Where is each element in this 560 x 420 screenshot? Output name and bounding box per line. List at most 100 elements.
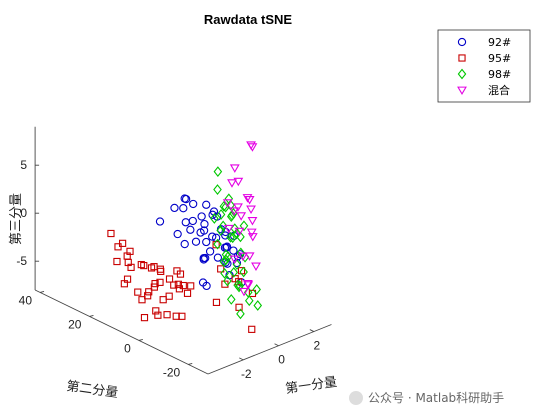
z-axis-label: 第三分量 bbox=[9, 193, 24, 245]
data-point bbox=[181, 194, 191, 204]
data-point bbox=[140, 261, 148, 270]
data-point bbox=[208, 232, 217, 241]
z-tick-label: -5 bbox=[16, 254, 27, 268]
data-point bbox=[212, 298, 221, 306]
data-point bbox=[213, 184, 222, 195]
data-point bbox=[248, 289, 257, 298]
data-point bbox=[152, 307, 160, 315]
data-point bbox=[229, 246, 238, 255]
data-point bbox=[107, 229, 115, 238]
legend-label: 98# bbox=[488, 68, 511, 81]
data-point bbox=[173, 229, 182, 239]
data-point bbox=[220, 267, 229, 279]
data-point bbox=[150, 263, 158, 271]
data-point bbox=[196, 228, 205, 237]
data-point bbox=[253, 300, 263, 311]
x-tick-mark bbox=[239, 357, 244, 361]
legend-label: 92# bbox=[488, 36, 511, 49]
legend-marker bbox=[457, 86, 467, 96]
y-tick-mark bbox=[138, 338, 143, 341]
data-point bbox=[228, 232, 237, 244]
data-point bbox=[157, 267, 165, 276]
data-point bbox=[242, 280, 253, 289]
data-point bbox=[217, 265, 225, 273]
data-point bbox=[246, 141, 256, 150]
data-point bbox=[251, 262, 261, 271]
data-point bbox=[244, 195, 255, 205]
data-point bbox=[244, 252, 255, 261]
data-point bbox=[138, 296, 146, 304]
data-point bbox=[189, 199, 198, 209]
data-point bbox=[187, 282, 195, 290]
legend-marker bbox=[457, 37, 467, 47]
legend-marker bbox=[458, 54, 466, 62]
data-point bbox=[222, 199, 233, 208]
data-point bbox=[244, 295, 254, 307]
data-point bbox=[165, 275, 174, 283]
data-point bbox=[213, 238, 222, 250]
data-point bbox=[216, 225, 225, 236]
y-tick-label: -20 bbox=[163, 365, 181, 379]
data-point bbox=[243, 286, 253, 298]
data-point bbox=[156, 265, 164, 273]
data-point bbox=[216, 209, 226, 220]
data-point bbox=[230, 223, 240, 235]
data-point bbox=[197, 212, 206, 221]
data-point bbox=[226, 231, 235, 243]
legend-label: 95# bbox=[488, 52, 511, 65]
data-point bbox=[221, 254, 231, 266]
data-point bbox=[140, 314, 149, 322]
data-point bbox=[218, 220, 228, 232]
data-point bbox=[156, 278, 164, 286]
data-point bbox=[120, 280, 128, 288]
y-tick-mark bbox=[188, 362, 193, 365]
data-point bbox=[202, 281, 211, 291]
data-point bbox=[238, 252, 248, 262]
y-tick-mark bbox=[39, 290, 45, 293]
data-point bbox=[235, 278, 243, 286]
legend-label: 混合 bbox=[488, 83, 510, 97]
y-axis-line bbox=[34, 289, 209, 375]
x-axis-line bbox=[207, 324, 332, 375]
data-point bbox=[199, 253, 208, 263]
legend-box bbox=[437, 29, 531, 103]
y-tick-mark bbox=[89, 314, 94, 317]
data-point bbox=[233, 177, 244, 187]
data-point bbox=[239, 220, 249, 232]
data-point bbox=[144, 292, 152, 300]
data-point bbox=[186, 225, 195, 234]
data-point bbox=[227, 179, 237, 188]
data-point bbox=[178, 312, 186, 320]
data-point bbox=[224, 193, 234, 205]
data-point bbox=[202, 200, 211, 209]
data-point bbox=[226, 294, 236, 305]
watermark: 公众号 · Matlab科研助手 bbox=[349, 391, 504, 405]
data-point bbox=[127, 263, 135, 271]
x-tick-mark bbox=[274, 343, 279, 347]
data-point bbox=[137, 260, 145, 269]
data-point bbox=[179, 281, 187, 290]
chart-title: Rawdata tSNE bbox=[204, 12, 292, 27]
x-axis-label: 第一分量 bbox=[284, 375, 338, 397]
data-point bbox=[147, 264, 156, 272]
data-point bbox=[252, 284, 261, 295]
data-point bbox=[239, 266, 248, 278]
wechat-icon bbox=[349, 391, 363, 405]
data-point bbox=[234, 227, 245, 237]
data-point bbox=[233, 203, 243, 212]
data-point bbox=[246, 205, 256, 215]
data-point bbox=[113, 257, 121, 266]
y-tick-label: 40 bbox=[19, 293, 33, 307]
data-point bbox=[213, 166, 223, 177]
data-point bbox=[213, 253, 223, 262]
data-point bbox=[114, 243, 122, 251]
x-tick-label: 0 bbox=[278, 353, 285, 367]
x-tick-label: -2 bbox=[241, 367, 252, 381]
data-point bbox=[134, 288, 142, 296]
data-point bbox=[180, 239, 189, 249]
data-point bbox=[229, 164, 240, 173]
data-point bbox=[188, 216, 197, 226]
data-point bbox=[163, 311, 171, 319]
data-point bbox=[174, 280, 182, 288]
